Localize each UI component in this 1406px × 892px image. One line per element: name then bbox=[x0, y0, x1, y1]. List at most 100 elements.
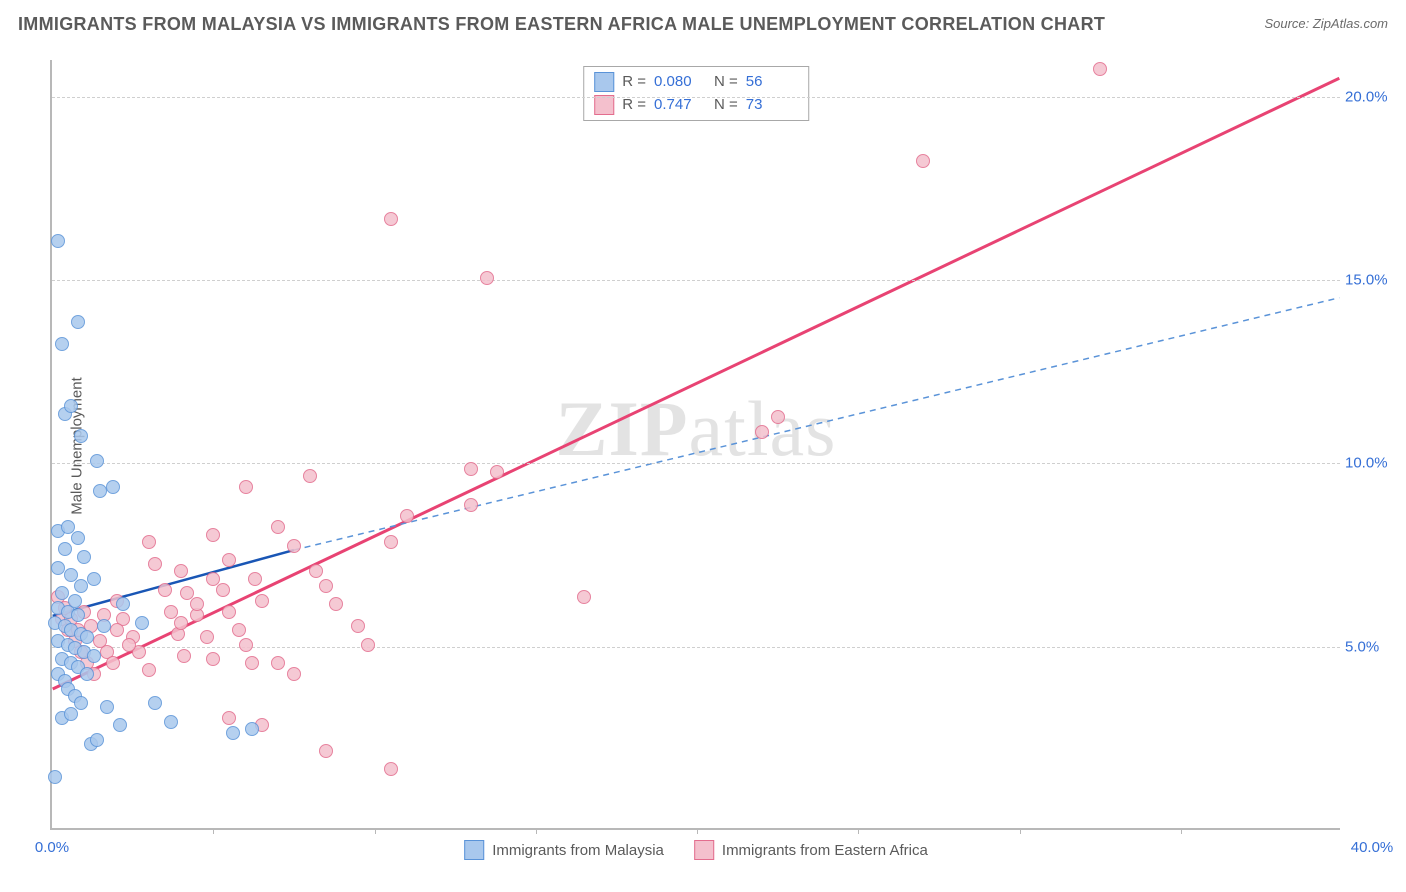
marker-malaysia bbox=[106, 480, 120, 494]
marker-eastern-africa bbox=[464, 498, 478, 512]
marker-eastern-africa bbox=[148, 557, 162, 571]
marker-malaysia bbox=[64, 399, 78, 413]
marker-malaysia bbox=[97, 619, 111, 633]
regression-lines bbox=[52, 60, 1340, 828]
swatch-malaysia-icon bbox=[464, 840, 484, 860]
marker-eastern-africa bbox=[384, 762, 398, 776]
marker-eastern-africa bbox=[142, 663, 156, 677]
swatch-eastern-africa-icon bbox=[594, 95, 614, 115]
x-tick-label: 40.0% bbox=[1351, 839, 1394, 856]
marker-malaysia bbox=[71, 315, 85, 329]
marker-eastern-africa bbox=[255, 594, 269, 608]
marker-eastern-africa bbox=[287, 539, 301, 553]
marker-malaysia bbox=[87, 649, 101, 663]
marker-eastern-africa bbox=[287, 667, 301, 681]
marker-eastern-africa bbox=[490, 465, 504, 479]
marker-eastern-africa bbox=[177, 649, 191, 663]
y-tick-label: 20.0% bbox=[1345, 88, 1400, 105]
marker-eastern-africa bbox=[122, 638, 136, 652]
chart-container: IMMIGRANTS FROM MALAYSIA VS IMMIGRANTS F… bbox=[0, 0, 1406, 892]
legend-stats: R = 0.080 N = 56 R = 0.747 N = 73 bbox=[583, 66, 809, 121]
marker-eastern-africa bbox=[480, 271, 494, 285]
swatch-eastern-africa-icon bbox=[694, 840, 714, 860]
marker-eastern-africa bbox=[384, 212, 398, 226]
marker-malaysia bbox=[80, 667, 94, 681]
watermark: ZIPatlas bbox=[556, 384, 837, 474]
marker-eastern-africa bbox=[271, 656, 285, 670]
marker-malaysia bbox=[77, 550, 91, 564]
x-minor-tick bbox=[375, 828, 376, 834]
gridline-horizontal bbox=[52, 97, 1340, 98]
marker-eastern-africa bbox=[351, 619, 365, 633]
marker-eastern-africa bbox=[319, 744, 333, 758]
marker-eastern-africa bbox=[464, 462, 478, 476]
marker-malaysia bbox=[148, 696, 162, 710]
marker-eastern-africa bbox=[222, 553, 236, 567]
marker-eastern-africa bbox=[384, 535, 398, 549]
r-value-malaysia: 0.080 bbox=[654, 71, 706, 94]
swatch-malaysia-icon bbox=[594, 72, 614, 92]
marker-eastern-africa bbox=[142, 535, 156, 549]
marker-eastern-africa bbox=[174, 564, 188, 578]
legend-label-eastern-africa: Immigrants from Eastern Africa bbox=[722, 842, 928, 859]
marker-malaysia bbox=[58, 542, 72, 556]
marker-malaysia bbox=[51, 234, 65, 248]
marker-eastern-africa bbox=[222, 605, 236, 619]
x-minor-tick bbox=[697, 828, 698, 834]
chart-title: IMMIGRANTS FROM MALAYSIA VS IMMIGRANTS F… bbox=[18, 14, 1105, 35]
marker-eastern-africa bbox=[916, 154, 930, 168]
marker-malaysia bbox=[64, 707, 78, 721]
n-label: N = bbox=[714, 71, 738, 94]
marker-eastern-africa bbox=[239, 480, 253, 494]
marker-malaysia bbox=[116, 597, 130, 611]
marker-malaysia bbox=[164, 715, 178, 729]
marker-malaysia bbox=[51, 561, 65, 575]
marker-eastern-africa bbox=[190, 597, 204, 611]
marker-malaysia bbox=[48, 770, 62, 784]
x-minor-tick bbox=[1020, 828, 1021, 834]
gridline-horizontal bbox=[52, 280, 1340, 281]
legend-item-malaysia: Immigrants from Malaysia bbox=[464, 840, 664, 860]
marker-malaysia bbox=[74, 429, 88, 443]
marker-eastern-africa bbox=[319, 579, 333, 593]
marker-malaysia bbox=[226, 726, 240, 740]
marker-eastern-africa bbox=[245, 656, 259, 670]
marker-eastern-africa bbox=[329, 597, 343, 611]
marker-eastern-africa bbox=[271, 520, 285, 534]
gridline-horizontal bbox=[52, 463, 1340, 464]
marker-malaysia bbox=[74, 579, 88, 593]
marker-malaysia bbox=[113, 718, 127, 732]
marker-malaysia bbox=[55, 337, 69, 351]
legend-series: Immigrants from Malaysia Immigrants from… bbox=[464, 840, 928, 860]
y-tick-label: 10.0% bbox=[1345, 455, 1400, 472]
marker-malaysia bbox=[71, 608, 85, 622]
marker-eastern-africa bbox=[232, 623, 246, 637]
marker-eastern-africa bbox=[158, 583, 172, 597]
r-label: R = bbox=[622, 71, 646, 94]
marker-malaysia bbox=[90, 454, 104, 468]
n-value-malaysia: 56 bbox=[746, 71, 798, 94]
y-tick-label: 5.0% bbox=[1345, 638, 1400, 655]
legend-item-eastern-africa: Immigrants from Eastern Africa bbox=[694, 840, 928, 860]
legend-stats-row-malaysia: R = 0.080 N = 56 bbox=[594, 71, 798, 94]
marker-eastern-africa bbox=[303, 469, 317, 483]
marker-eastern-africa bbox=[216, 583, 230, 597]
marker-malaysia bbox=[100, 700, 114, 714]
marker-eastern-africa bbox=[206, 528, 220, 542]
marker-eastern-africa bbox=[239, 638, 253, 652]
marker-eastern-africa bbox=[222, 711, 236, 725]
marker-malaysia bbox=[90, 733, 104, 747]
marker-eastern-africa bbox=[174, 616, 188, 630]
marker-eastern-africa bbox=[206, 572, 220, 586]
marker-malaysia bbox=[245, 722, 259, 736]
legend-label-malaysia: Immigrants from Malaysia bbox=[492, 842, 664, 859]
marker-eastern-africa bbox=[771, 410, 785, 424]
marker-malaysia bbox=[71, 531, 85, 545]
marker-eastern-africa bbox=[106, 656, 120, 670]
marker-eastern-africa bbox=[361, 638, 375, 652]
marker-malaysia bbox=[135, 616, 149, 630]
marker-malaysia bbox=[74, 696, 88, 710]
marker-malaysia bbox=[93, 484, 107, 498]
marker-eastern-africa bbox=[755, 425, 769, 439]
marker-eastern-africa bbox=[200, 630, 214, 644]
